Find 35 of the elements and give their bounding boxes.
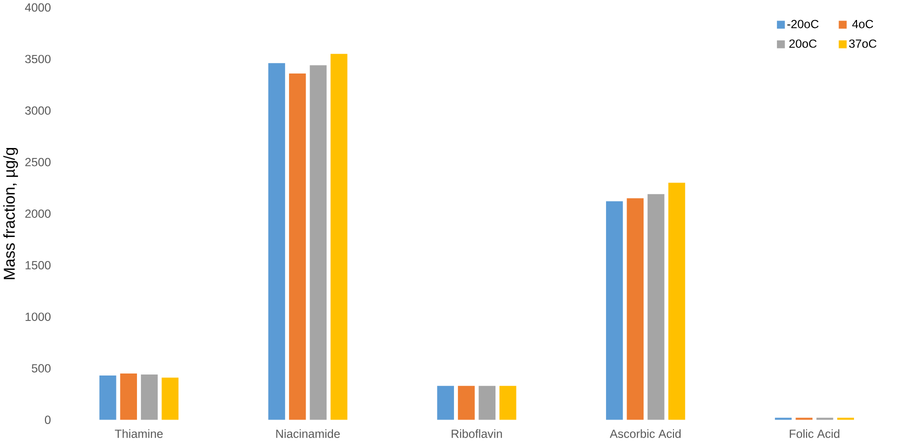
bar <box>499 386 516 420</box>
y-tick-label: 1000 <box>26 312 51 321</box>
x-tick-label: Ascorbic Acid <box>610 429 681 438</box>
bar <box>648 194 664 420</box>
y-tick-label: 2500 <box>25 158 51 166</box>
y-tick-label: 2000 <box>25 209 51 218</box>
bar <box>289 73 306 420</box>
y-tick-label: 1500 <box>26 260 51 270</box>
legend-label: 37oC <box>849 39 876 48</box>
bar <box>140 374 158 420</box>
y-axis-title: Mass fraction, µg/g <box>3 148 18 279</box>
x-tick-label: Thiamine <box>114 429 163 438</box>
bar <box>120 373 137 420</box>
bar <box>310 65 327 420</box>
bar <box>330 54 348 420</box>
bar <box>99 375 116 420</box>
legend-label: 4oC <box>852 20 874 28</box>
legend-label: 20oC <box>789 39 817 48</box>
bar <box>437 386 454 420</box>
bar <box>478 386 496 420</box>
y-tick-label: 3500 <box>25 54 51 64</box>
x-tick-label: Riboflavin <box>452 429 502 438</box>
bar <box>458 386 475 420</box>
bar <box>606 201 623 420</box>
x-tick-label: Niacinamide <box>276 429 340 438</box>
y-tick-label: 4000 <box>25 3 51 12</box>
y-tick-label: 0 <box>44 416 51 424</box>
bar <box>668 182 686 420</box>
legend-label: -20oC <box>787 20 819 28</box>
bar <box>162 377 178 420</box>
y-tick-label: 3000 <box>25 106 51 115</box>
bar <box>268 63 286 420</box>
x-tick-label: Folic Acid <box>790 429 840 438</box>
y-tick-label: 500 <box>32 364 51 372</box>
bar <box>626 198 644 420</box>
